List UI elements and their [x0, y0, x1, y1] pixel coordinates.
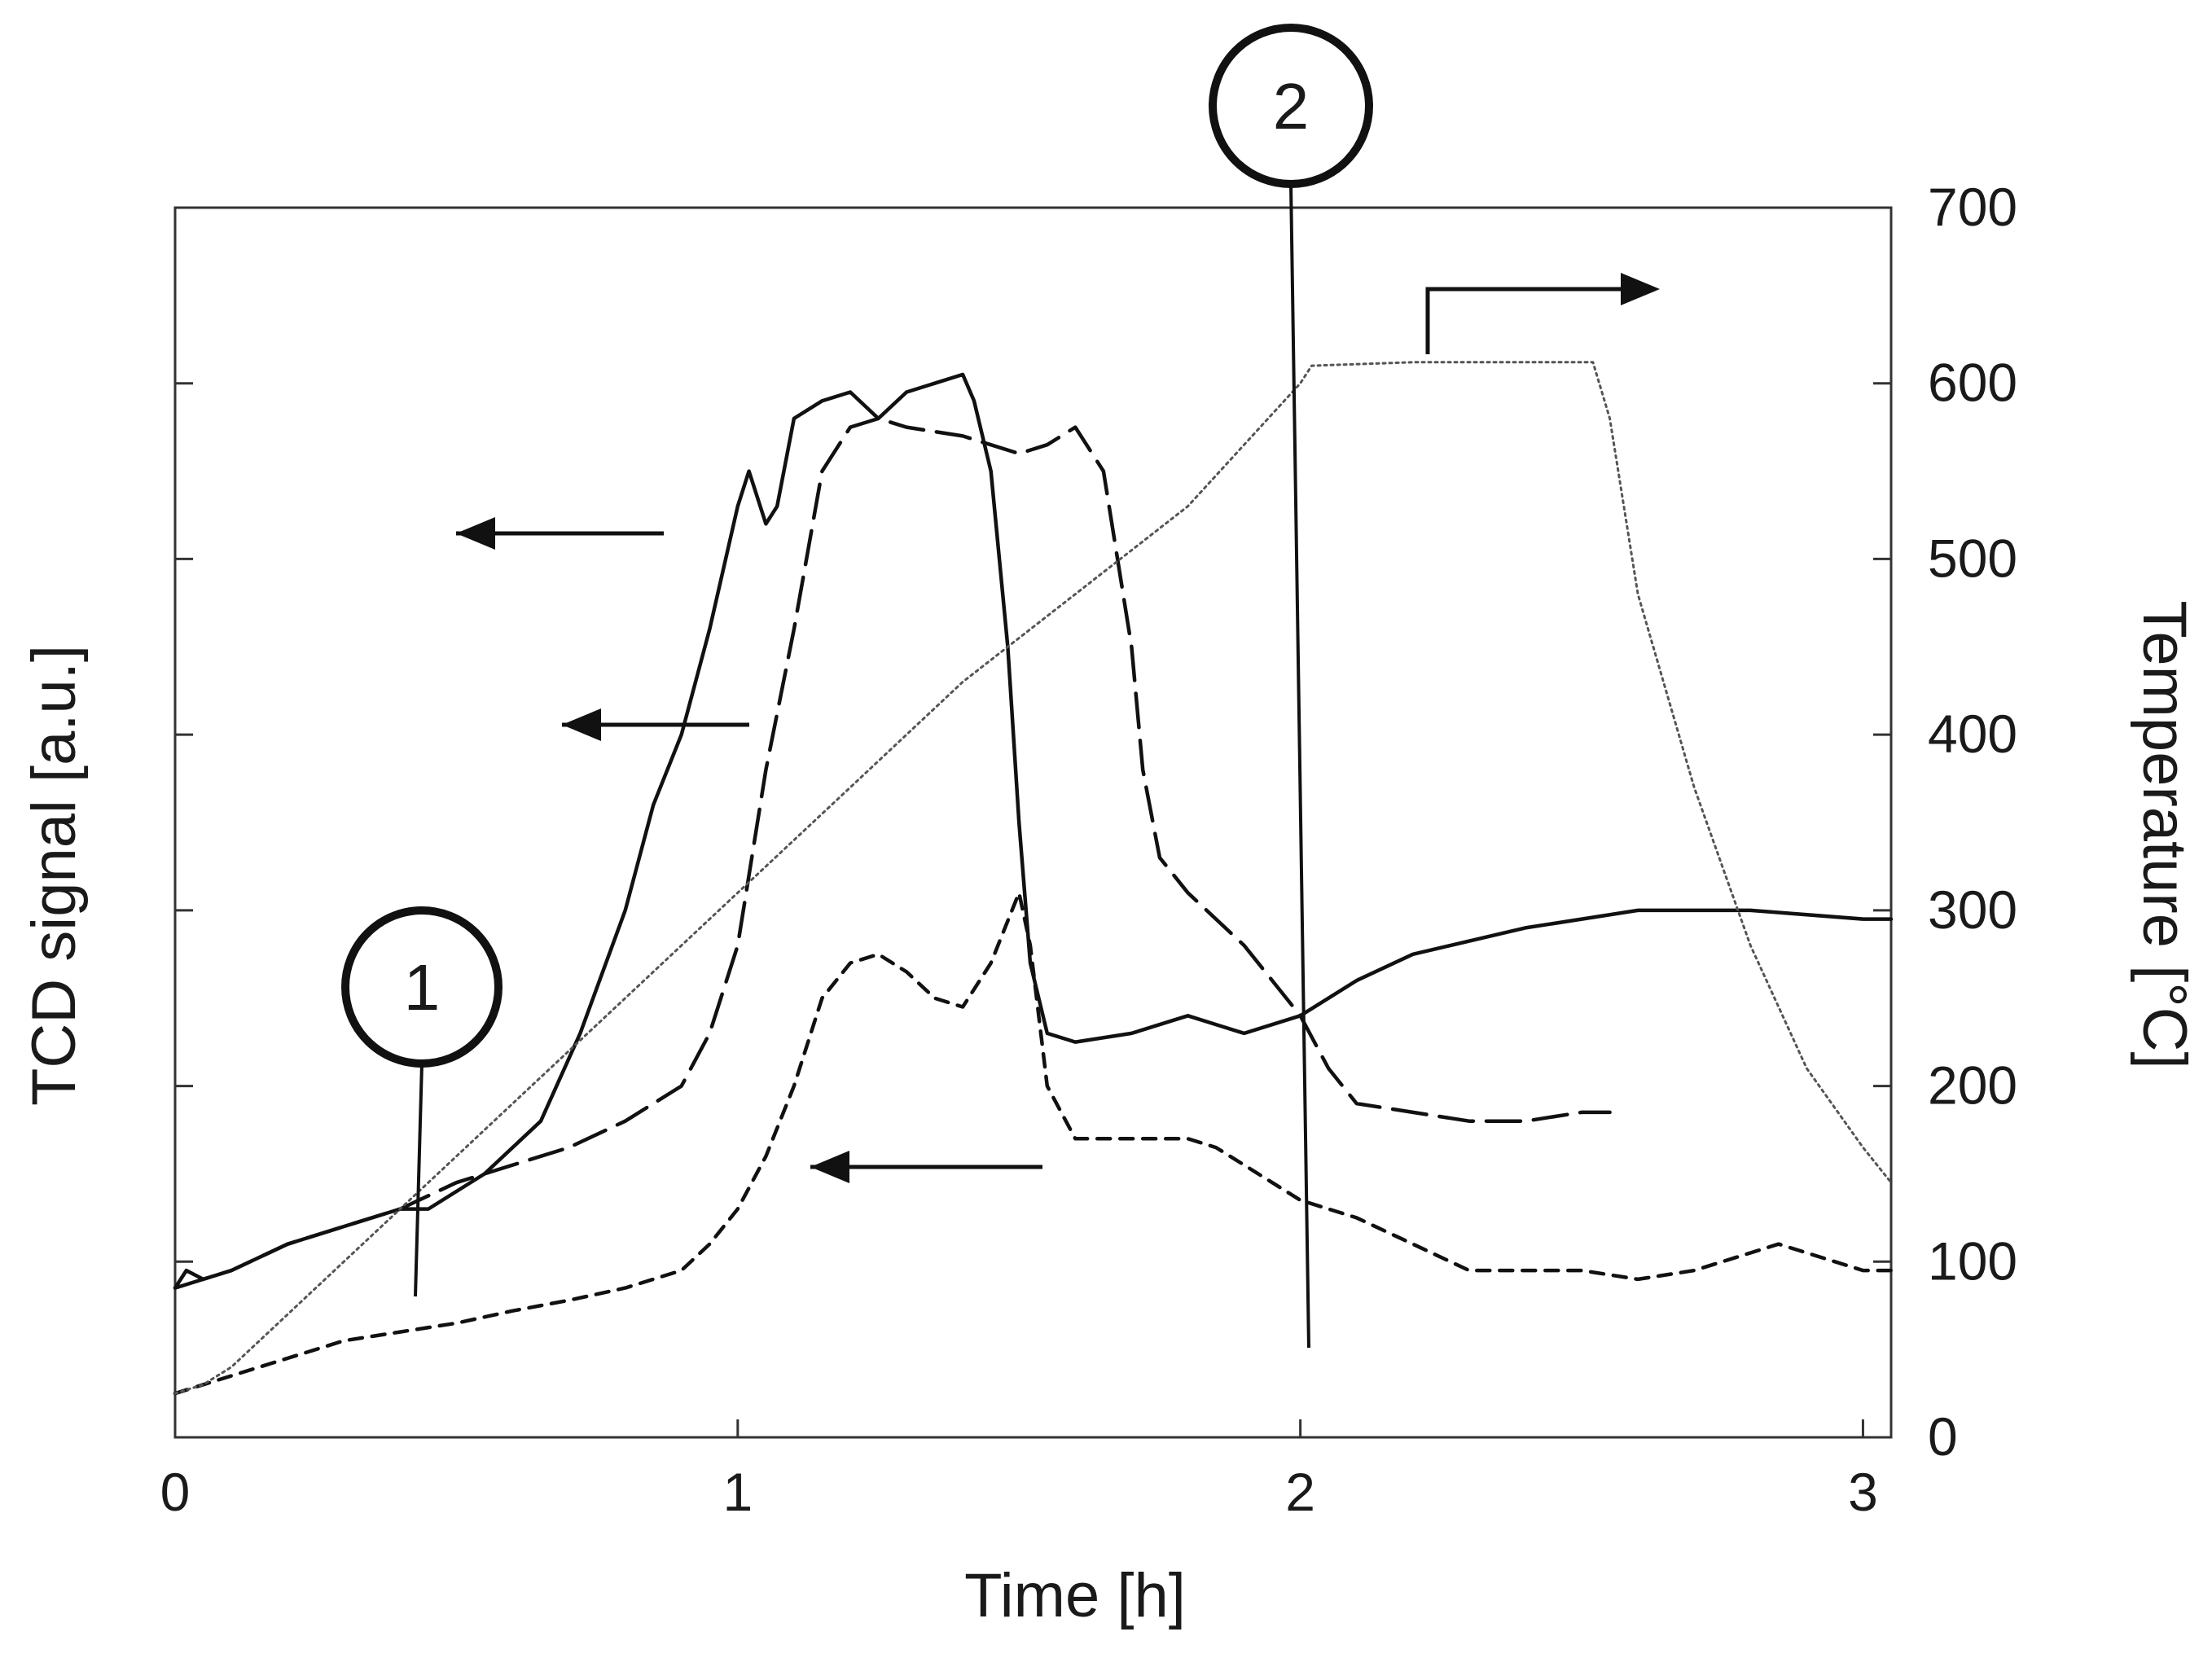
marker-2-circle — [1209, 24, 1373, 188]
y-axis-title-right: Temperature [°C] — [2130, 600, 2199, 1068]
marker-2-leader — [1289, 183, 1310, 1349]
marker-1-circle — [341, 906, 503, 1068]
arrow-left-longdash-head — [562, 708, 601, 741]
y2-tick-label: 200 — [1928, 1055, 2017, 1116]
plot-border — [173, 206, 1893, 1439]
y2-tick-label: 100 — [1928, 1230, 2017, 1291]
marker-2-label: 2 — [1273, 70, 1310, 143]
y2-tick-label: 400 — [1928, 704, 2017, 764]
y-axis-title-left: TCD signal [a.u.] — [20, 645, 89, 1106]
series-line-short-dash — [173, 891, 1894, 1396]
x-tick-label: 1 — [722, 1462, 753, 1522]
x-tick-label: 2 — [1285, 1462, 1315, 1522]
x-tick-label: 3 — [1848, 1462, 1878, 1522]
arrow-right-temperature-shaft — [1425, 287, 1621, 354]
y2-tick-label: 600 — [1928, 353, 2017, 413]
arrow-right-temperature-head — [1621, 273, 1660, 305]
series-line-long-dash — [173, 416, 1612, 1290]
series-layer — [173, 361, 1894, 1396]
annotation-layer: 12 — [341, 24, 1660, 1349]
marker-1-leader — [414, 1063, 424, 1297]
series-line-solid — [173, 372, 1894, 1290]
plot-frame — [173, 206, 1893, 1439]
arrow-left-shortdash-head — [810, 1151, 849, 1183]
x-axis-title: Time [h] — [964, 1561, 1186, 1630]
series-line-dotted — [173, 361, 1893, 1395]
y2-tick-label: 700 — [1928, 177, 2017, 237]
arrow-left-solid-head — [456, 517, 495, 550]
y2-tick-label: 0 — [1928, 1406, 1958, 1467]
y2-tick-label: 500 — [1928, 528, 2017, 588]
y2-tick-label: 300 — [1928, 879, 2017, 940]
marker-1-label: 1 — [404, 951, 441, 1024]
x-tick-label: 0 — [160, 1462, 191, 1522]
